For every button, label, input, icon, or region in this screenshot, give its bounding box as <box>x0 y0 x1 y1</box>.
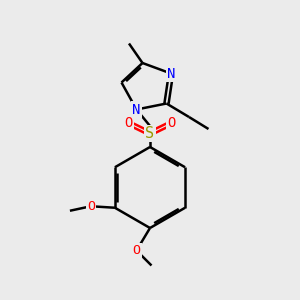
Text: N: N <box>167 67 175 80</box>
Text: O: O <box>87 200 95 213</box>
Text: S: S <box>146 126 154 141</box>
Text: O: O <box>133 244 140 257</box>
Text: N: N <box>132 103 141 116</box>
Text: O: O <box>167 116 176 130</box>
Text: O: O <box>124 116 133 130</box>
